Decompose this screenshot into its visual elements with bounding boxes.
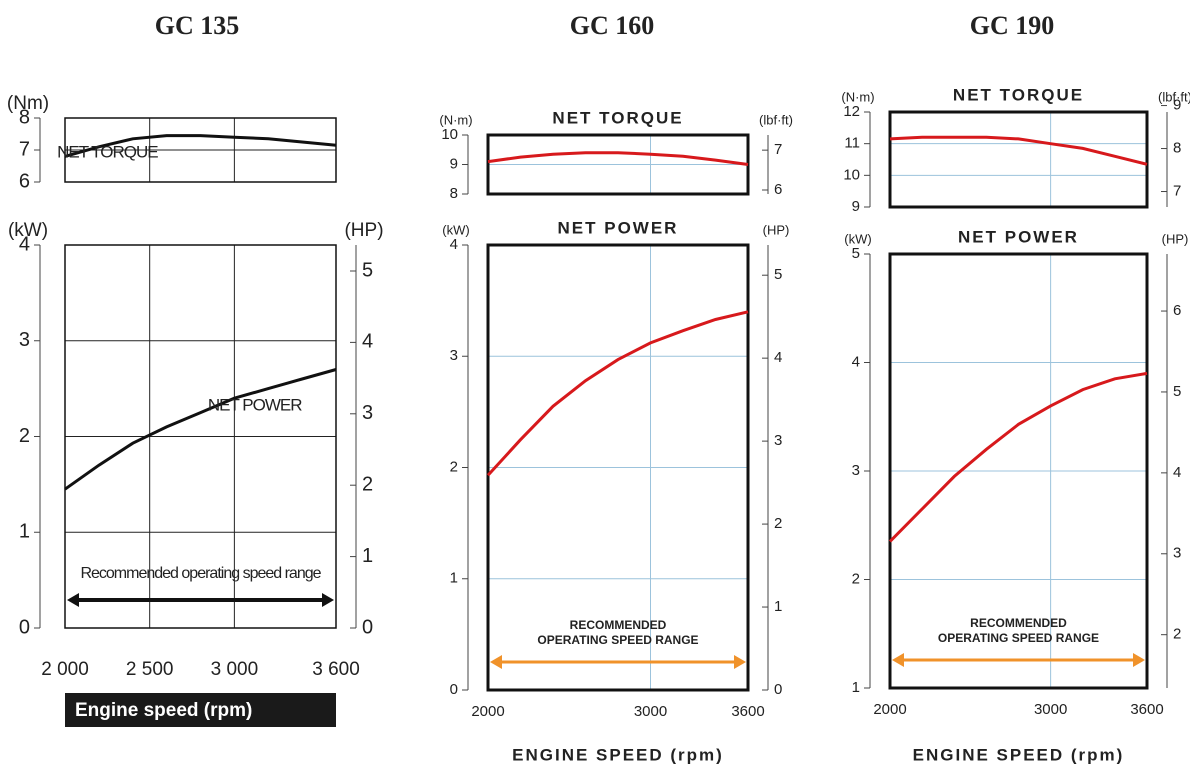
y-tick-label: 3 xyxy=(852,462,860,479)
y2-tick-label: 7 xyxy=(774,141,782,158)
x-tick-label: 3 000 xyxy=(211,659,259,680)
annotation: OPERATING SPEED RANGE xyxy=(938,631,1099,645)
x-tick-label: 3600 xyxy=(1130,701,1163,718)
x-tick-label: 2 000 xyxy=(41,659,89,680)
y2-tick-label: 6 xyxy=(1173,302,1181,319)
series-line xyxy=(65,370,336,490)
y2-tick-label: 1 xyxy=(362,545,373,567)
y2-tick-label: 8 xyxy=(1173,140,1181,157)
series-line xyxy=(890,373,1147,541)
y-tick-label: 12 xyxy=(843,103,860,120)
series-label: NET POWER xyxy=(558,218,679,237)
plot-frame xyxy=(890,112,1147,207)
arrow-head xyxy=(1133,653,1145,667)
y-tick-label: 10 xyxy=(441,126,458,143)
y2-tick-label: 5 xyxy=(774,266,782,283)
annotation: Recommended operating speed range xyxy=(80,565,321,582)
x-tick-label: 2000 xyxy=(873,701,906,718)
y-tick-label: 9 xyxy=(450,155,458,172)
series-label: NET TORQUE xyxy=(552,108,683,127)
y2-tick-label: 4 xyxy=(362,331,373,353)
series-line xyxy=(890,137,1147,164)
series-label: NET POWER xyxy=(958,227,1079,246)
y-tick-label: 7 xyxy=(19,138,30,160)
y-tick-label: 0 xyxy=(19,616,30,638)
y-tick-label: 2 xyxy=(450,458,458,475)
y2-tick-label: 3 xyxy=(774,432,782,449)
y2-axis-label: (lbf·ft) xyxy=(759,112,793,127)
x-axis-label: Engine speed (rpm) xyxy=(75,700,252,721)
series-label: NET TORQUE xyxy=(57,143,158,162)
annotation: RECOMMENDED xyxy=(970,616,1067,630)
x-tick-label: 3 600 xyxy=(312,659,360,680)
y-tick-label: 3 xyxy=(450,347,458,364)
chart-title: GC 190 xyxy=(970,11,1055,40)
y-tick-label: 10 xyxy=(843,166,860,183)
y-axis-label: (kW) xyxy=(8,220,48,241)
y2-tick-label: 7 xyxy=(1173,182,1181,199)
x-tick-label: 3000 xyxy=(634,703,667,720)
x-tick-label: 2 500 xyxy=(126,659,174,680)
y-axis-label: (Nm) xyxy=(7,93,49,114)
y2-axis-label: (HP) xyxy=(1162,231,1189,246)
y-tick-label: 8 xyxy=(450,185,458,202)
y-axis-label: (N·m) xyxy=(841,89,874,104)
y2-tick-label: 2 xyxy=(774,515,782,532)
y-tick-label: 3 xyxy=(19,329,30,351)
x-tick-label: 3000 xyxy=(1034,701,1067,718)
y-tick-label: 6 xyxy=(19,170,30,192)
arrow-head xyxy=(490,655,502,669)
y2-tick-label: 0 xyxy=(362,616,373,638)
y2-tick-label: 0 xyxy=(774,681,782,698)
series-line xyxy=(488,312,748,476)
y2-tick-label: 4 xyxy=(1173,464,1181,481)
y-tick-label: 11 xyxy=(844,135,860,152)
y2-tick-label: 2 xyxy=(1173,626,1181,643)
chart-title: GC 160 xyxy=(570,11,655,40)
y-tick-label: 1 xyxy=(852,679,860,696)
y-tick-label: 0 xyxy=(450,681,458,698)
annotation: OPERATING SPEED RANGE xyxy=(537,633,698,647)
y-tick-label: 5 xyxy=(852,245,860,262)
chart-title: GC 135 xyxy=(155,11,240,40)
y2-tick-label: 5 xyxy=(1173,383,1181,400)
y2-tick-label: 4 xyxy=(774,349,782,366)
y2-axis-label: (HP) xyxy=(344,220,383,241)
x-axis-label: ENGINE SPEED (rpm) xyxy=(913,745,1125,764)
y-axis-label: (kW) xyxy=(442,222,469,237)
series-label: NET TORQUE xyxy=(953,85,1084,104)
y-tick-label: 1 xyxy=(450,570,458,587)
y-tick-label: 2 xyxy=(852,570,860,587)
y2-axis-label: (lbf·ft) xyxy=(1158,89,1190,104)
y2-tick-label: 3 xyxy=(1173,545,1181,562)
y2-tick-label: 5 xyxy=(362,259,373,281)
x-tick-label: 3600 xyxy=(731,703,764,720)
x-axis-label: ENGINE SPEED (rpm) xyxy=(512,745,724,764)
series-label: NET POWER xyxy=(208,395,302,414)
y2-tick-label: 6 xyxy=(774,181,782,198)
y-axis-label: (kW) xyxy=(844,231,871,246)
annotation: RECOMMENDED xyxy=(570,618,667,632)
y-tick-label: 4 xyxy=(852,353,860,370)
arrow-head xyxy=(322,593,334,607)
y2-tick-label: 3 xyxy=(362,402,373,424)
y-tick-label: 9 xyxy=(852,198,860,215)
y-tick-label: 2 xyxy=(19,425,30,447)
y2-tick-label: 1 xyxy=(774,598,782,615)
y2-tick-label: 2 xyxy=(362,473,373,495)
series-line xyxy=(488,153,748,165)
arrow-head xyxy=(892,653,904,667)
x-tick-label: 2000 xyxy=(471,703,504,720)
arrow-head xyxy=(734,655,746,669)
arrow-head xyxy=(67,593,79,607)
y-tick-label: 1 xyxy=(19,521,30,543)
y-axis-label: (N·m) xyxy=(439,112,472,127)
y2-axis-label: (HP) xyxy=(763,222,790,237)
chart-page: GC 135678(Nm)NET TORQUE01234(kW)012345(H… xyxy=(0,0,1190,766)
y-tick-label: 4 xyxy=(450,236,458,253)
